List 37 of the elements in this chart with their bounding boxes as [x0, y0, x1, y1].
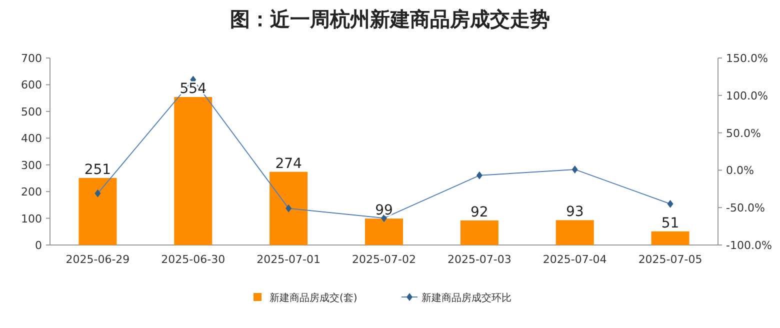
data-label: 93	[566, 204, 584, 220]
y-tick-label: 600	[21, 78, 42, 92]
bar	[270, 172, 308, 245]
y-tick-label: 500	[21, 105, 42, 118]
y2-tick-label: -50.0%	[726, 202, 765, 215]
x-tick-label: 2025-07-01	[256, 253, 321, 266]
chart-title: 图：近一周杭州新建商品房成交走势	[230, 7, 550, 31]
y2-tick-label: -100.0%	[726, 239, 772, 252]
y2-tick-label: 150.0%	[726, 52, 768, 65]
bar	[460, 220, 498, 245]
x-tick-label: 2025-07-02	[352, 253, 416, 266]
bar	[556, 220, 594, 245]
x-tick-label: 2025-06-30	[161, 253, 226, 266]
y-tick-label: 0	[35, 239, 42, 252]
y-tick-label: 300	[21, 158, 42, 172]
y2-tick-label: 0.0%	[726, 164, 754, 178]
data-label: 92	[470, 204, 488, 220]
x-tick-label: 2025-07-03	[447, 253, 512, 266]
x-tick-label: 2025-07-04	[542, 253, 607, 266]
data-label: 99	[375, 202, 393, 219]
bar	[78, 178, 117, 245]
data-label: 251	[84, 162, 112, 178]
y-tick-label: 100	[21, 212, 42, 226]
data-label: 274	[275, 156, 302, 172]
x-tick-label: 2025-07-05	[638, 253, 702, 266]
y-tick-label: 700	[21, 52, 42, 65]
bar	[365, 218, 403, 245]
bar	[174, 97, 212, 245]
y-tick-label: 200	[21, 186, 42, 199]
y2-tick-label: 50.0%	[726, 126, 761, 140]
bar	[651, 231, 690, 245]
legend-label: 新建商品房成交(套)	[270, 292, 358, 304]
x-tick-label: 2025-06-29	[66, 253, 130, 266]
data-label: 51	[661, 215, 680, 232]
y-tick-label: 400	[21, 132, 42, 146]
legend-label: 新建商品房成交环比	[422, 292, 512, 304]
y2-tick-label: 100.0%	[726, 89, 768, 102]
